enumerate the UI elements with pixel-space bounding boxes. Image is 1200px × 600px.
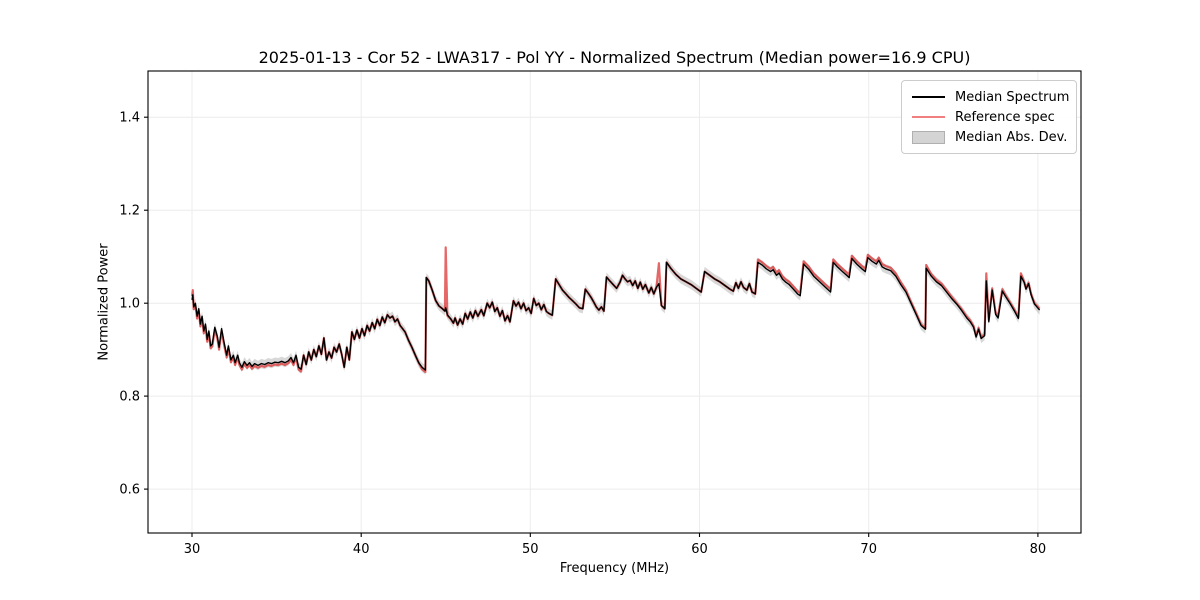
median-spectrum-line <box>191 256 1041 371</box>
y-tick-label: 0.8 <box>119 390 140 405</box>
y-axis-label: Normalized Power <box>96 243 112 361</box>
x-tick-label: 60 <box>691 542 708 557</box>
reference-spec-line-swatch <box>912 116 945 118</box>
chart-title: 2025-01-13 - Cor 52 - LWA317 - Pol YY - … <box>258 48 971 67</box>
legend-item-median-abs-dev: Median Abs. Dev. <box>912 127 1068 147</box>
legend-item-reference-spec: Reference spec <box>912 107 1066 127</box>
x-tick-label: 50 <box>522 542 539 557</box>
x-tick-label: 30 <box>184 542 201 557</box>
legend-label: Median Spectrum <box>955 89 1070 105</box>
x-axis-label: Frequency (MHz) <box>559 561 670 576</box>
y-tick-label: 1.0 <box>119 297 140 312</box>
y-tick-label: 1.4 <box>119 111 140 126</box>
legend-label: Reference spec <box>955 109 1055 125</box>
y-tick-label: 0.6 <box>119 483 140 498</box>
legend: Median Spectrum Reference spec Median Ab… <box>901 80 1077 154</box>
x-tick-label: 70 <box>860 542 877 557</box>
axes-frame <box>147 70 1082 534</box>
x-tick-label: 40 <box>353 542 370 557</box>
y-tick-label: 1.2 <box>119 204 140 219</box>
legend-label: Median Abs. Dev. <box>955 129 1068 145</box>
x-tick-label: 80 <box>1030 542 1047 557</box>
median-abs-dev-band <box>192 253 1040 375</box>
median-spectrum-line-swatch <box>912 96 945 98</box>
legend-item-median-spectrum: Median Spectrum <box>912 87 1070 107</box>
median-abs-dev-patch-swatch <box>912 130 945 144</box>
